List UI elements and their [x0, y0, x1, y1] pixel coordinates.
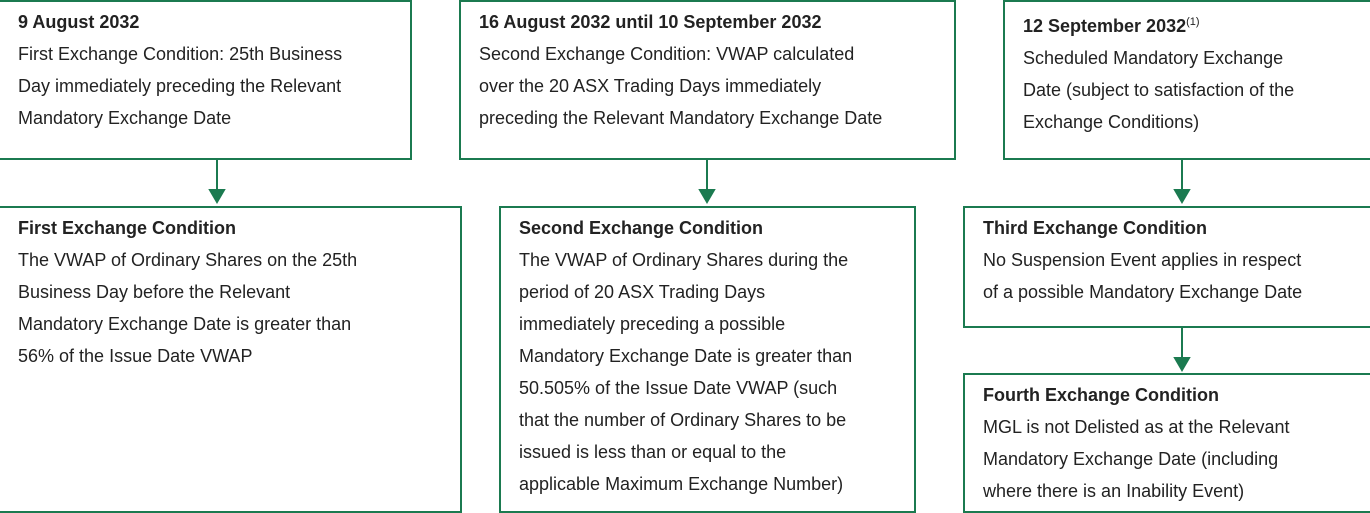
node-title-row: 9 August 2032 — [18, 6, 410, 38]
node-text: Second Exchange Condition: VWAP calculat… — [479, 44, 855, 64]
node-box: Fourth Exchange Condition MGL is not Deli… — [963, 373, 1370, 513]
arrow-head — [1173, 189, 1191, 204]
node-text: Exchange Conditions) — [1023, 112, 1200, 132]
node-text: where there is an Inability Event) — [983, 481, 1245, 501]
node-text: Scheduled Mandatory Exchange — [1023, 48, 1284, 68]
node-title-row: 12 September 2032(1) — [1023, 6, 1370, 42]
node-title: Third Exchange Condition — [983, 218, 1207, 238]
node-text: MGL is not Delisted as at the Relevant — [983, 417, 1290, 437]
node-title: First Exchange Condition — [18, 218, 237, 238]
node-text: immediately preceding a possible — [519, 314, 786, 334]
node-title: 9 August 2032 — [18, 12, 140, 32]
node-box: Second Exchange Condition The VWAP of Ord… — [499, 206, 916, 513]
node-title-row: 16 August 2032 until 10 September 2032 — [479, 6, 954, 38]
node-text: 56% of the Issue Date VWAP — [18, 346, 253, 366]
node-text: that the number of Ordinary Shares to be — [519, 410, 847, 430]
arrow-head — [208, 189, 226, 204]
arrow-head — [698, 189, 716, 204]
node-text: Mandatory Exchange Date is greater than — [18, 314, 352, 334]
node-text: First Exchange Condition: 25th Business — [18, 44, 343, 64]
node-text: preceding the Relevant Mandatory Exchang… — [479, 108, 883, 128]
node-title: 16 August 2032 until 10 September 2032 — [479, 12, 822, 32]
node-text: Mandatory Exchange Date is greater than — [519, 346, 853, 366]
node-title: 12 September 2032 — [1023, 16, 1187, 36]
node-title-row: First Exchange Condition — [18, 212, 460, 244]
node-text: Business Day before the Relevant — [18, 282, 291, 302]
node-text: 50.505% of the Issue Date VWAP (such — [519, 378, 838, 398]
node-text: The VWAP of Ordinary Shares on the 25th — [18, 250, 358, 270]
node-text: Day immediately preceding the Relevant — [18, 76, 342, 96]
node-title-row: Fourth Exchange Condition — [983, 379, 1370, 411]
node-text: The VWAP of Ordinary Shares during the — [519, 250, 849, 270]
node-text: Mandatory Exchange Date — [18, 108, 232, 128]
node-text: Mandatory Exchange Date (including — [983, 449, 1279, 469]
node-title: Second Exchange Condition — [519, 218, 764, 238]
node-box: 9 August 2032 First Exchange Condition: 2… — [0, 0, 412, 160]
node-title-row: Second Exchange Condition — [519, 212, 914, 244]
node-text: issued is less than or equal to the — [519, 442, 787, 462]
footnote-ref: (1) — [1186, 16, 1200, 28]
node-text: applicable Maximum Exchange Number) — [519, 474, 844, 494]
arrow-head — [1173, 357, 1191, 372]
node-text: of a possible Mandatory Exchange Date — [983, 282, 1303, 302]
node-text: period of 20 ASX Trading Days — [519, 282, 766, 302]
node-title: Fourth Exchange Condition — [983, 385, 1219, 405]
node-box: Third Exchange Condition No Suspension Ev… — [963, 206, 1370, 328]
node-text: over the 20 ASX Trading Days immediately — [479, 76, 822, 96]
node-title-row: Third Exchange Condition — [983, 212, 1370, 244]
node-text: No Suspension Event applies in respect — [983, 250, 1302, 270]
node-box: 16 August 2032 until 10 September 2032 Se… — [459, 0, 956, 160]
node-box: First Exchange Condition The VWAP of Ordi… — [0, 206, 462, 513]
node-box: 12 September 2032(1) Scheduled Mandatory … — [1003, 0, 1370, 160]
node-text: Date (subject to satisfaction of the — [1023, 80, 1295, 100]
